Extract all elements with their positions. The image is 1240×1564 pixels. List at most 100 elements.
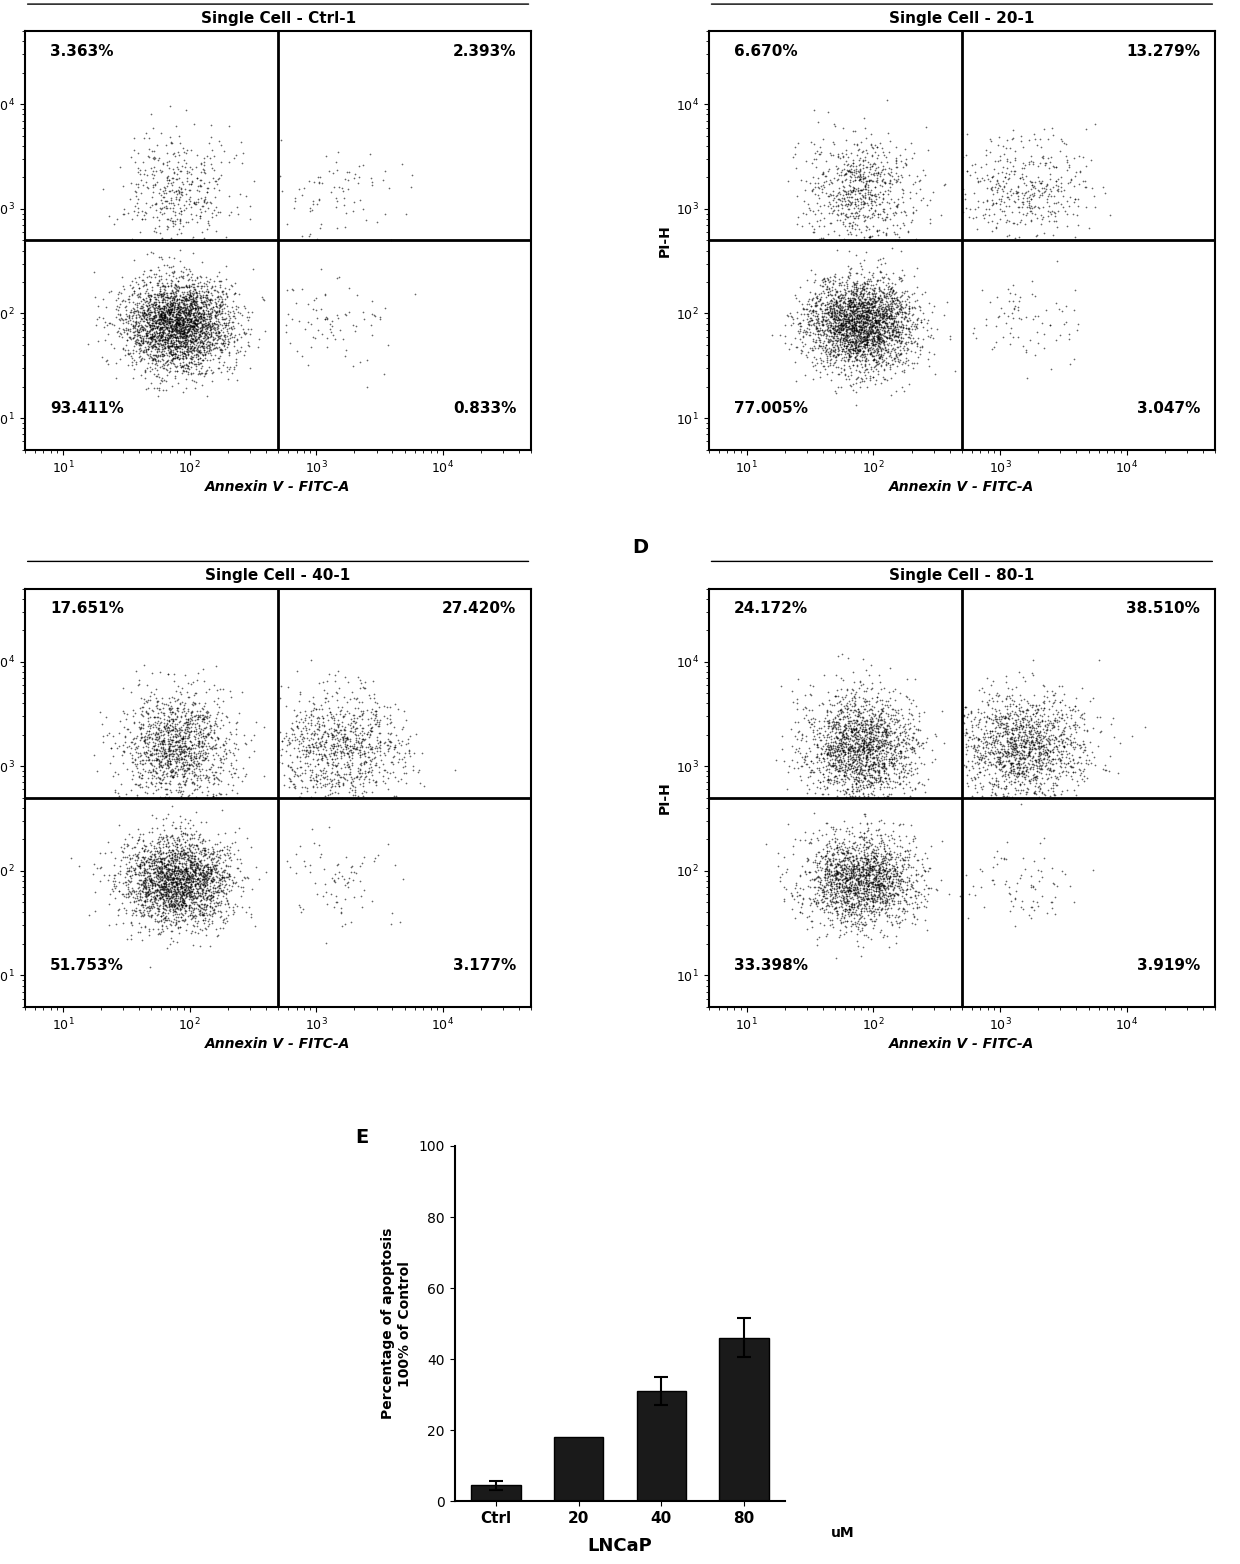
Point <box>800 335 820 360</box>
Point <box>831 863 851 888</box>
Point <box>174 357 193 382</box>
Point <box>868 885 888 910</box>
Point <box>186 890 206 915</box>
Point <box>833 687 853 712</box>
Point <box>1021 721 1040 746</box>
Point <box>193 158 213 183</box>
Point <box>193 321 213 346</box>
Point <box>1100 202 1120 227</box>
Point <box>1009 741 1029 766</box>
Point <box>215 868 234 893</box>
Point <box>180 705 200 730</box>
Point <box>800 673 820 698</box>
Point <box>841 849 861 874</box>
Point <box>838 324 858 349</box>
Point <box>998 729 1018 754</box>
Point <box>811 174 831 199</box>
Point <box>140 302 160 327</box>
Point <box>869 759 889 784</box>
Point <box>864 752 884 777</box>
Point <box>884 751 904 776</box>
Point <box>193 657 213 682</box>
Point <box>166 884 186 909</box>
Point <box>818 766 838 791</box>
Point <box>996 164 1016 189</box>
Point <box>859 321 879 346</box>
Point <box>835 881 854 906</box>
Point <box>862 328 882 353</box>
Point <box>213 282 233 307</box>
Point <box>789 719 808 744</box>
Point <box>140 313 160 338</box>
Point <box>835 713 854 738</box>
Point <box>169 854 188 879</box>
Point <box>212 865 232 890</box>
Point <box>898 870 918 895</box>
Point <box>146 321 166 346</box>
Point <box>808 307 828 332</box>
Point <box>847 324 867 349</box>
Point <box>139 289 159 314</box>
Point <box>182 344 202 369</box>
Point <box>193 694 213 719</box>
Point <box>155 336 175 361</box>
Point <box>1028 696 1048 721</box>
Point <box>190 774 210 799</box>
Point <box>1022 874 1042 899</box>
Point <box>820 324 839 349</box>
Point <box>148 884 167 909</box>
Point <box>202 726 222 751</box>
Point <box>201 857 221 882</box>
Point <box>830 749 849 774</box>
Point <box>196 809 216 834</box>
Point <box>847 186 867 211</box>
Point <box>887 169 906 194</box>
Point <box>874 751 894 776</box>
Point <box>180 902 200 927</box>
Point <box>857 744 877 769</box>
Point <box>892 258 911 283</box>
Point <box>185 906 205 931</box>
Point <box>186 884 206 909</box>
Point <box>193 910 213 935</box>
Point <box>839 688 859 713</box>
Point <box>839 751 859 776</box>
Point <box>858 338 878 363</box>
Point <box>1016 730 1035 755</box>
Point <box>192 289 212 314</box>
Point <box>125 303 145 328</box>
Point <box>843 175 863 200</box>
Point <box>326 194 346 219</box>
Point <box>826 380 846 405</box>
Point <box>218 877 238 902</box>
Point <box>827 744 847 769</box>
Point <box>1055 199 1075 224</box>
Point <box>210 321 229 346</box>
Point <box>890 296 910 321</box>
Point <box>394 760 414 785</box>
Point <box>837 191 857 216</box>
Point <box>134 888 154 913</box>
Point <box>996 766 1016 791</box>
Point <box>869 713 889 738</box>
Point <box>300 222 320 247</box>
Point <box>154 888 174 913</box>
Point <box>820 830 839 856</box>
Point <box>155 303 175 328</box>
Point <box>857 155 877 180</box>
Point <box>956 862 976 887</box>
Point <box>1052 729 1071 754</box>
Point <box>117 834 136 859</box>
Point <box>882 289 901 314</box>
Point <box>1075 738 1095 763</box>
Point <box>828 743 848 768</box>
Point <box>115 870 135 895</box>
Point <box>193 907 213 932</box>
Point <box>179 735 198 760</box>
Point <box>1030 702 1050 727</box>
Point <box>172 856 192 881</box>
Point <box>833 848 853 873</box>
Point <box>827 738 847 763</box>
Point <box>103 868 123 893</box>
Point <box>837 203 857 228</box>
